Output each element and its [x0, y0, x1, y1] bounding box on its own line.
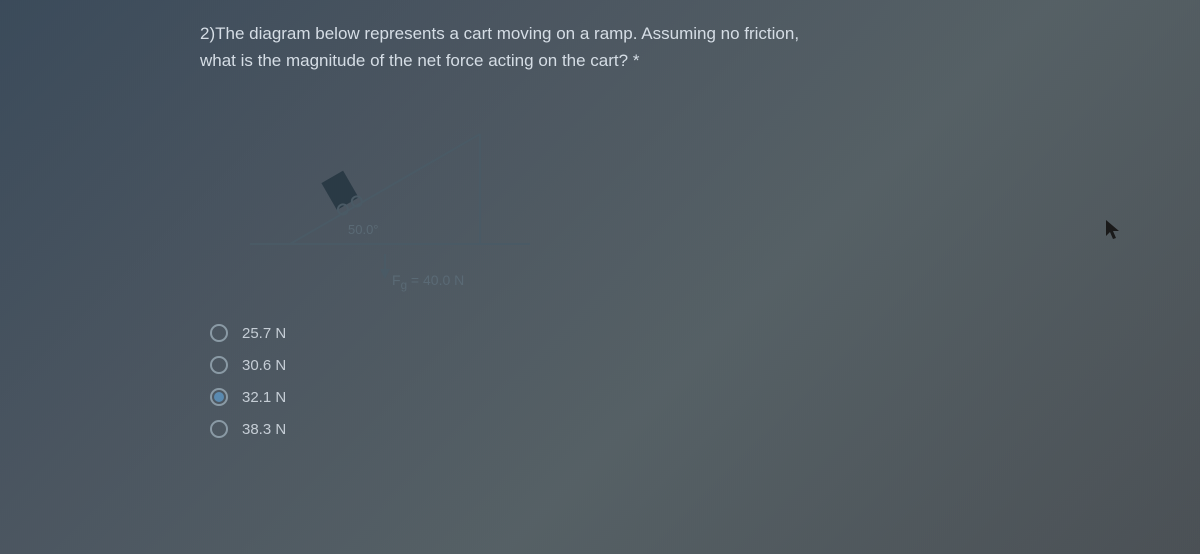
radio-icon[interactable]: [210, 388, 228, 406]
question-block: 2)The diagram below represents a cart mo…: [200, 20, 1160, 452]
question-line-2: what is the magnitude of the net force a…: [200, 51, 639, 70]
radio-icon[interactable]: [210, 356, 228, 374]
option-row[interactable]: 25.7 N: [210, 324, 1160, 342]
angle-label: 50.0°: [348, 222, 379, 237]
question-prompt: 2)The diagram below represents a cart mo…: [200, 20, 920, 74]
options-group: 25.7 N 30.6 N 32.1 N 38.3 N: [210, 324, 1160, 438]
force-label: Fg = 40.0 N: [392, 272, 464, 292]
option-row[interactable]: 38.3 N: [210, 420, 1160, 438]
ramp-diagram: 50.0° Fg = 40.0 N: [240, 114, 540, 294]
option-label: 30.6 N: [242, 357, 286, 374]
cursor-icon: [1106, 220, 1120, 240]
question-line-1: 2)The diagram below represents a cart mo…: [200, 24, 799, 43]
radio-icon[interactable]: [210, 420, 228, 438]
option-label: 38.3 N: [242, 421, 286, 438]
option-label: 32.1 N: [242, 389, 286, 406]
option-row[interactable]: 32.1 N: [210, 388, 1160, 406]
option-row[interactable]: 30.6 N: [210, 356, 1160, 374]
radio-icon[interactable]: [210, 324, 228, 342]
diagram-svg: [240, 114, 540, 294]
option-label: 25.7 N: [242, 325, 286, 342]
